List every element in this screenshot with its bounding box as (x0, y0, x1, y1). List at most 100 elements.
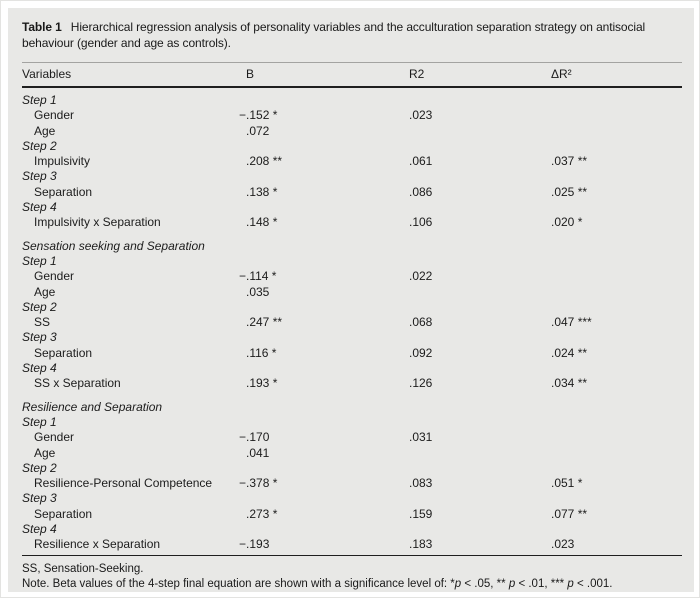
cell-r2 (409, 285, 551, 300)
cell-label: Separation (34, 506, 93, 521)
cell-dr2: .020 * (551, 215, 583, 230)
cell-dr2 (551, 415, 682, 430)
table-row: Step 1 (22, 93, 682, 108)
table-row: Step 1 (22, 415, 682, 430)
cell-label: Gender (34, 269, 75, 284)
cell-b: .138 * (246, 184, 278, 199)
cell-label: Impulsivity (34, 154, 91, 169)
cell-dr2 (551, 361, 682, 376)
cell-label: Step 4 (22, 200, 57, 215)
cell-dr2: .077 ** (551, 506, 588, 521)
cell-b (246, 400, 409, 415)
cell-dr2: .023 (551, 537, 575, 552)
cell-r2 (409, 124, 551, 139)
cell-r2 (409, 415, 551, 430)
table-row: Step 2 (22, 300, 682, 315)
cell-b (246, 200, 409, 215)
note-p-italic: p (508, 577, 516, 590)
cell-r2 (409, 522, 551, 537)
table-row: Impulsivity .208 ** .061 .037 ** (22, 154, 682, 169)
table-row: Step 2 (22, 461, 682, 476)
cell-dr2: .034 ** (551, 376, 588, 391)
table-row: SS x Separation .193 * .126 .034 ** (22, 376, 682, 391)
cell-r2 (409, 93, 551, 108)
note-p-italic: p (454, 577, 462, 590)
cell-r2 (409, 400, 551, 415)
cell-label: Step 3 (22, 169, 57, 184)
cell-label: SS (34, 315, 51, 330)
cell-r2 (409, 491, 551, 506)
cell-label: Step 2 (22, 299, 57, 314)
cell-label: Step 1 (22, 93, 57, 107)
cell-r2: .083 (409, 476, 433, 491)
cell-b (246, 361, 409, 376)
note-text: Note. Beta values of the 4-step final eq… (22, 577, 455, 590)
cell-dr2 (551, 300, 682, 315)
cell-b: −.152 * (239, 108, 278, 123)
cell-dr2: .051 * (551, 476, 583, 491)
cell-label: Gender (34, 430, 75, 445)
cell-dr2 (551, 522, 682, 537)
cell-b: .193 * (246, 376, 278, 391)
cell-label: Separation (34, 184, 93, 199)
cell-dr2: .025 ** (551, 184, 588, 199)
cell-dr2 (551, 124, 682, 139)
cell-label: Sensation seeking and Separation (22, 238, 205, 253)
cell-dr2 (551, 239, 682, 254)
cell-label: SS x Separation (34, 376, 121, 391)
cell-label: Resilience and Separation (22, 399, 163, 414)
cell-b (246, 522, 409, 537)
cell-label: Step 1 (22, 414, 57, 429)
table-row: Resilience-Personal Competence −.378 * .08… (22, 476, 682, 491)
table-row: SS .247 ** .068 .047 *** (22, 315, 682, 330)
cell-dr2 (551, 330, 682, 345)
note-p-italic: p (567, 577, 574, 590)
cell-dr2: .024 ** (551, 345, 588, 360)
cell-b (246, 461, 409, 476)
cell-dr2 (551, 446, 682, 461)
cell-label: Step 4 (22, 361, 57, 376)
cell-r2: .092 (409, 345, 433, 360)
cell-dr2 (551, 430, 682, 445)
cell-b: .273 * (246, 506, 278, 521)
table-row: Step 1 (22, 254, 682, 269)
cell-r2 (409, 139, 551, 154)
cell-b (246, 239, 409, 254)
cell-r2 (409, 169, 551, 184)
cell-r2: .031 (409, 430, 433, 445)
table-row: Gender −.114 * .022 (22, 269, 682, 284)
row-gap (22, 231, 682, 239)
column-header-variables: Variables (22, 67, 72, 81)
table-row: Resilience x Separation −.193 .183 .023 (22, 537, 682, 552)
cell-r2: .126 (409, 376, 433, 391)
table-row: Gender −.152 * .023 (22, 108, 682, 123)
cell-b (246, 415, 409, 430)
table-row: Step 3 (22, 491, 682, 506)
cell-dr2: .047 *** (551, 315, 592, 330)
cell-dr2 (551, 285, 682, 300)
cell-b (246, 300, 409, 315)
table-caption: Hierarchical regression analysis of pers… (22, 20, 646, 50)
table-title: Table 1 Hierarchical regression analysis … (22, 19, 682, 51)
cell-r2: .022 (409, 269, 433, 284)
column-header-r2: R2 (409, 67, 425, 81)
cell-r2 (409, 239, 551, 254)
cell-label: Age (34, 284, 56, 299)
cell-r2: .061 (409, 154, 433, 169)
table-row: Separation .138 * .086 .025 ** (22, 185, 682, 200)
cell-b (246, 254, 409, 269)
footnote-abbreviation: SS, Sensation-Seeking. (22, 562, 144, 575)
table-body: Step 1 Gender −.152 * .023 Age .072 Step 2 Impu… (22, 88, 682, 553)
note-text: < .05, ** (461, 577, 509, 590)
cell-r2 (409, 300, 551, 315)
row-gap (22, 392, 682, 400)
table-row: Step 4 (22, 522, 682, 537)
cell-dr2 (551, 400, 682, 415)
cell-dr2 (551, 461, 682, 476)
cell-dr2 (551, 139, 682, 154)
cell-dr2 (551, 269, 682, 284)
cell-dr2 (551, 169, 682, 184)
cell-r2 (409, 330, 551, 345)
cell-r2 (409, 254, 551, 269)
